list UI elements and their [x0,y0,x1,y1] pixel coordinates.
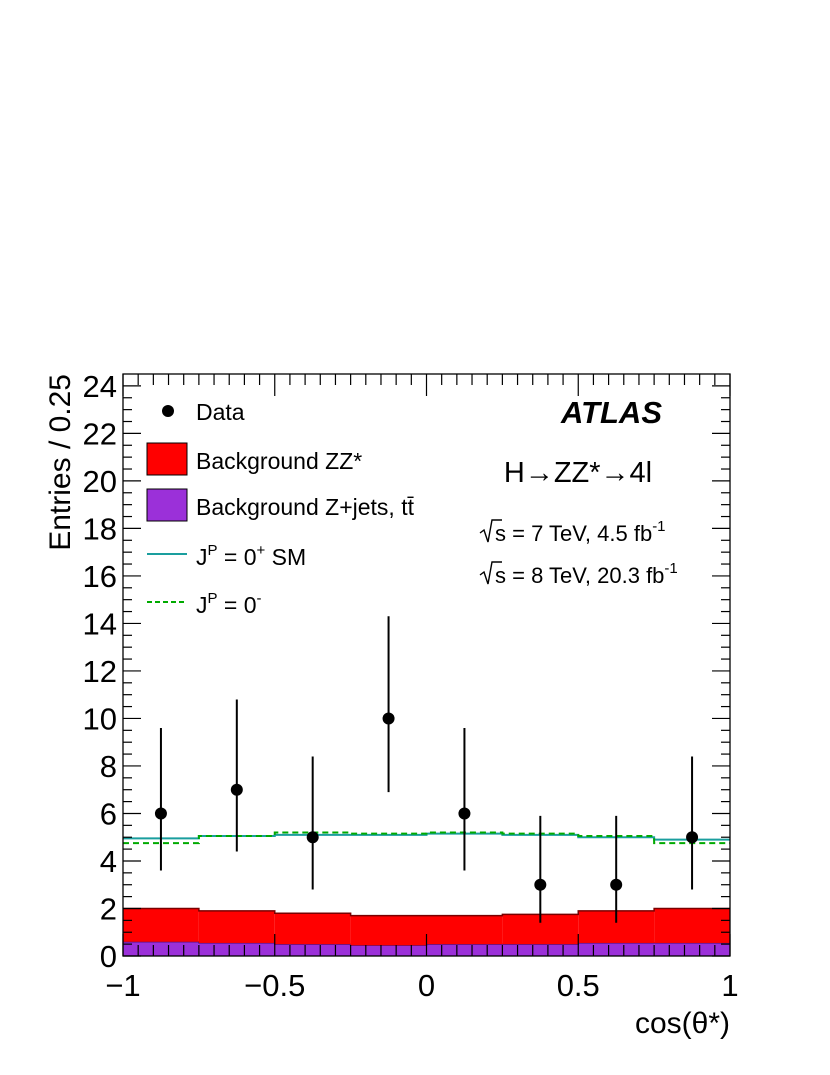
x-axis-label: cos(θ*) [635,1007,730,1040]
lumi-7tev-label: s = 7 TeV, 4.5 fb-1 [479,518,666,546]
data-point-1 [230,783,243,796]
y-tick-label: 20 [83,464,117,499]
lumi-7-text: s = 7 TeV, 4.5 fb [495,521,652,546]
y-tick-label: 16 [83,559,117,594]
y-axis-label: Entries / 0.25 [44,374,77,551]
y-tick-label: 6 [100,796,117,831]
axis-ticks [122,374,731,957]
legend: Data Background ZZ* Background Z+jets, tt̄… [146,399,415,618]
x-tick-label: −1 [105,968,140,1003]
y-tick-label: 4 [100,844,117,879]
stack-outline-1 [123,907,730,917]
lumi-8-text: s = 8 TeV, 20.3 fb [495,563,664,588]
legend-entry-2: Background Z+jets, tt̄ [146,488,415,522]
y-tick-label: 2 [100,891,117,926]
bar-zz-3 [350,915,427,946]
y-tick-label: 10 [83,701,117,736]
lumi-8tev-label: s = 8 TeV, 20.3 fb-1 [479,560,678,588]
lumi-8-exp: -1 [664,560,677,577]
lumi-7-exp: -1 [652,518,665,535]
data-point-5 [534,878,547,891]
bar-zjets-1 [198,942,275,956]
bar-zjets-6 [578,942,655,956]
y-tick-label: 12 [83,654,117,689]
sqrt-symbol [479,519,502,543]
y-tick-label: 22 [83,416,117,451]
legend-swatch [146,488,188,522]
svg-text:s = 7 TeV, 4.5 fb-1: s = 7 TeV, 4.5 fb-1 [495,518,666,546]
legend-label: Background Z+jets, tt̄ [196,494,415,520]
bar-zz-1 [198,910,275,943]
legend-entry-0: Data [162,399,245,425]
y-tick-label: 0 [100,939,117,974]
data-point-4 [458,807,471,820]
legend-entry-3: JP = 0+ SM [147,542,306,570]
data-point-6 [610,878,623,891]
legend-entry-1: Background ZZ* [146,442,362,476]
legend-marker [162,405,174,417]
y-tick-label: 18 [83,511,117,546]
bar-zjets-0 [123,941,199,956]
experiment-label: ATLAS [560,395,662,430]
data-point-2 [306,831,319,844]
bar-zjets-5 [502,944,579,956]
svg-text:s = 8 TeV, 20.3 fb-1: s = 8 TeV, 20.3 fb-1 [495,560,678,588]
legend-label: Background ZZ* [196,448,362,474]
x-tick-label: 0.5 [557,968,600,1003]
plot-layer [123,616,730,956]
bar-zjets-7 [654,942,730,956]
bar-zjets-2 [274,944,351,956]
bar-zz-2 [274,913,351,945]
process-label: H→ZZ*→4l [504,457,652,489]
y-tick-label: 14 [83,606,117,641]
bar-zz-7 [654,908,730,943]
legend-label: Data [196,399,245,425]
y-tick-label: 8 [100,749,117,784]
bar-zz-0 [123,908,199,942]
x-tick-label: 1 [721,968,738,1003]
legend-entry-4: JP = 0- [147,590,262,618]
legend-swatch [146,442,188,476]
x-tick-label: −0.5 [244,968,305,1003]
x-tick-label: 0 [418,968,435,1003]
y-tick-label: 24 [83,369,117,404]
data-point-0 [154,807,167,820]
legend-label: JP = 0+ SM [196,542,306,570]
bar-zjets-4 [426,944,503,956]
bar-zjets-3 [350,945,427,956]
legend-label: JP = 0- [196,590,262,618]
bar-zz-4 [426,915,503,945]
sqrt-symbol [479,561,502,585]
data-point-3 [382,712,395,725]
data-point-7 [686,831,699,844]
